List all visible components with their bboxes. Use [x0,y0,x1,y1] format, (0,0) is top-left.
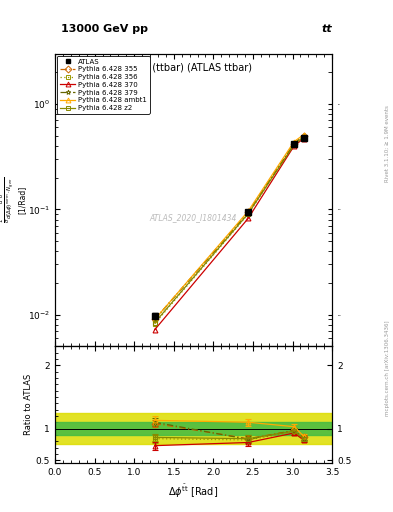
Text: Rivet 3.1.10; ≥ 1.9M events: Rivet 3.1.10; ≥ 1.9M events [385,105,389,182]
Pythia 6.428 379 [292,141,296,147]
Bar [55,413,332,444]
Pythia 6.428 370 [246,216,250,222]
Pythia 6.428 379 [152,316,157,323]
Line: Pythia 6.428 ambt1: Pythia 6.428 ambt1 [152,133,306,322]
Text: Δϕ (ttbar) (ATLAS ttbar): Δϕ (ttbar) (ATLAS ttbar) [136,62,252,73]
Pythia 6.428 z2 [301,134,306,140]
Pythia 6.428 370 [292,143,296,149]
Pythia 6.428 355 [152,316,157,323]
Pythia 6.428 ambt1 [152,316,157,323]
Line: Pythia 6.428 z2: Pythia 6.428 z2 [152,134,306,325]
Pythia 6.428 379 [246,209,250,216]
Pythia 6.428 355 [246,209,250,215]
Pythia 6.428 356 [246,211,250,217]
Pythia 6.428 356 [301,134,306,140]
Line: Pythia 6.428 370: Pythia 6.428 370 [152,136,306,332]
Y-axis label: $\frac{1}{\sigma}\frac{d^2\sigma}{d(\Delta\phi)^{norm}\cdot N_{gen}}$
[1/Rad]: $\frac{1}{\sigma}\frac{d^2\sigma}{d(\Del… [0,177,26,223]
Pythia 6.428 z2 [292,142,296,148]
Line: Pythia 6.428 355: Pythia 6.428 355 [152,133,306,322]
Pythia 6.428 356 [152,321,157,327]
Pythia 6.428 ambt1 [301,132,306,138]
Pythia 6.428 ambt1 [246,208,250,214]
Text: ATLAS_2020_I1801434: ATLAS_2020_I1801434 [150,213,237,222]
Pythia 6.428 370 [152,327,157,333]
Legend: ATLAS, Pythia 6.428 355, Pythia 6.428 356, Pythia 6.428 370, Pythia 6.428 379, P: ATLAS, Pythia 6.428 355, Pythia 6.428 35… [57,56,150,114]
Pythia 6.428 370 [301,136,306,142]
X-axis label: $\Delta\phi^{\mathrm{\bar{t}t}}$ [Rad]: $\Delta\phi^{\mathrm{\bar{t}t}}$ [Rad] [169,483,219,500]
Pythia 6.428 z2 [246,210,250,217]
Text: 13000 GeV pp: 13000 GeV pp [61,24,148,34]
Text: mcplots.cern.ch [arXiv:1306.3436]: mcplots.cern.ch [arXiv:1306.3436] [385,321,389,416]
Text: tt: tt [321,24,332,34]
Pythia 6.428 379 [301,133,306,139]
Y-axis label: Ratio to ATLAS: Ratio to ATLAS [24,374,33,436]
Line: Pythia 6.428 356: Pythia 6.428 356 [152,134,306,326]
Bar [55,422,332,435]
Pythia 6.428 355 [292,141,296,147]
Pythia 6.428 356 [292,142,296,148]
Pythia 6.428 ambt1 [292,138,296,144]
Line: Pythia 6.428 379: Pythia 6.428 379 [152,133,306,322]
Pythia 6.428 355 [301,133,306,139]
Pythia 6.428 z2 [152,319,157,326]
